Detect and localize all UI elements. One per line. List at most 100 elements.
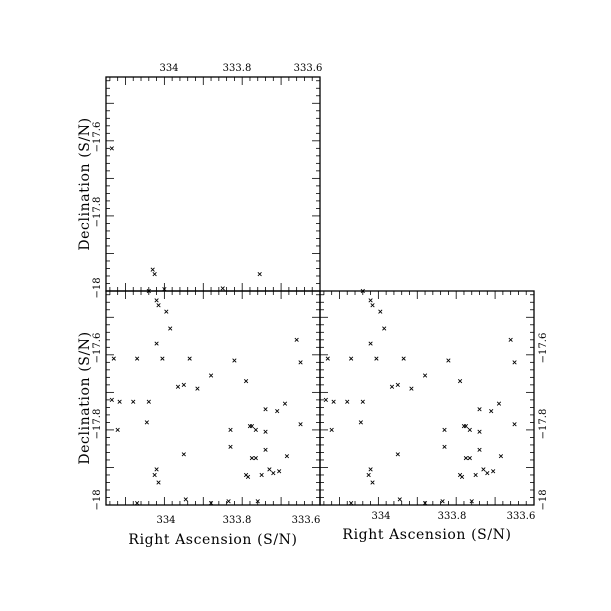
bottom-right-point-2	[370, 303, 375, 308]
bottom-left-ytick-label-0: −18	[92, 489, 103, 510]
bottom-right-point-29	[467, 427, 472, 433]
bottom-left-point-24	[282, 401, 288, 406]
bottom-left-point-5	[154, 341, 159, 346]
top-left-xtick-label-0: 334	[159, 63, 178, 74]
bottom-left-point-26	[115, 427, 120, 433]
bottom-right-point-52	[422, 501, 428, 506]
bottom-left-ytick-label-2: −17.6	[92, 333, 103, 364]
bottom-left-point-18	[109, 397, 114, 402]
bottom-left-point-39	[154, 467, 159, 472]
bottom-right-xtick-label-0: 334	[371, 511, 390, 522]
panel-top-left-ticks	[106, 77, 321, 291]
bottom-right-point-12	[422, 373, 428, 378]
panel-bottom-left: 334 333.8 333.6 −18 −17.8 −17.6 Declinat…	[77, 288, 321, 548]
top-left-point-3	[257, 271, 262, 277]
bottom-right-point-9	[401, 356, 406, 361]
top-left-ytick-label-1: −17.8	[92, 197, 103, 228]
bottom-left-point-51	[135, 501, 140, 506]
bottom-left-point-46	[245, 474, 251, 479]
bottom-right-point-5	[368, 341, 373, 346]
bottom-right-point-33	[442, 444, 447, 449]
bottom-left-point-28	[249, 424, 255, 429]
bottom-right-point-51	[349, 501, 354, 506]
bottom-right-ytick-label-0: −18	[538, 489, 549, 510]
top-left-point-0	[109, 146, 114, 151]
bottom-left-point-2	[156, 303, 161, 308]
bottom-right-xtick-label-1: 333.8	[438, 511, 467, 522]
top-left-ytick-label-2: −17.6	[92, 122, 103, 153]
bottom-left-point-37	[284, 454, 290, 459]
bottom-right-point-16	[409, 386, 414, 391]
bottom-right-point-20	[345, 399, 350, 404]
bottom-left-ytick-label-1: −17.8	[92, 409, 103, 440]
bottom-left-point-31	[263, 429, 268, 434]
bottom-right-point-14	[389, 384, 395, 389]
bottom-left-point-22	[263, 407, 268, 412]
bottom-right-point-13	[457, 378, 463, 384]
bottom-right-point-23	[489, 409, 494, 414]
bottom-left-point-3	[164, 309, 169, 314]
bottom-left-point-7	[111, 356, 116, 361]
bottom-right-point-24	[496, 401, 502, 406]
bottom-right-xlabel: Right Ascension (S/N)	[342, 527, 511, 543]
bottom-right-point-38	[477, 447, 482, 452]
bottom-left-point-17	[294, 337, 299, 342]
bottom-left-point-9	[187, 356, 192, 361]
bottom-right-point-22	[477, 407, 482, 412]
top-left-xtick-label-1: 333.8	[223, 63, 252, 74]
bottom-left-point-30	[228, 427, 233, 433]
top-left-ylabel: Declination (S/N)	[77, 117, 93, 250]
bottom-right-point-31	[477, 429, 482, 434]
bottom-left-point-15	[181, 382, 186, 387]
bottom-right-point-21	[360, 399, 365, 404]
bottom-right-point-34	[395, 452, 400, 457]
bottom-right-ytick-label-1: −17.8	[538, 409, 549, 440]
bottom-right-point-4	[382, 326, 387, 331]
bottom-right-point-46	[459, 474, 465, 479]
bottom-right-point-6	[349, 356, 354, 361]
top-left-point-5	[220, 286, 225, 291]
bottom-left-point-16	[195, 386, 200, 391]
panel-bottom-left-points	[109, 288, 303, 506]
bottom-right-point-0	[360, 288, 365, 294]
bottom-left-point-25	[144, 420, 149, 425]
bottom-left-point-40	[152, 472, 157, 478]
bottom-left-point-32	[298, 422, 303, 427]
bottom-left-point-6	[135, 356, 140, 361]
bottom-left-point-52	[208, 501, 214, 506]
bottom-right-point-30	[442, 427, 447, 433]
bottom-right-point-36	[467, 455, 472, 461]
panel-bottom-right: 334 333.8 333.6 −18 −17.8 −17.6 Right As…	[319, 288, 549, 543]
bottom-left-point-49	[226, 499, 231, 504]
panel-top-left: 334 333.8 333.6 −18 −17.8 −17.6 Declinat…	[77, 63, 322, 299]
bottom-left-point-44	[259, 472, 264, 478]
bottom-right-point-28	[463, 424, 469, 429]
bottom-right-point-7	[325, 356, 330, 361]
bottom-right-point-18	[323, 397, 328, 402]
bottom-left-point-8	[160, 356, 165, 361]
bottom-left-point-43	[277, 469, 282, 474]
bottom-left-xtick-label-0: 334	[156, 515, 175, 526]
panel-bottom-left-frame	[105, 290, 321, 506]
top-left-point-1	[150, 267, 155, 272]
bottom-left-point-35	[249, 455, 255, 461]
bottom-right-point-11	[512, 360, 517, 365]
bottom-left-point-10	[232, 358, 237, 363]
bottom-right-point-37	[498, 454, 504, 459]
bottom-left-point-34	[181, 452, 186, 457]
bottom-left-point-42	[271, 470, 276, 476]
bottom-right-point-17	[508, 337, 513, 342]
bottom-left-point-11	[298, 360, 303, 365]
bottom-left-point-13	[243, 378, 249, 384]
bottom-right-point-39	[368, 467, 373, 472]
bottom-left-point-47	[156, 480, 161, 485]
panel-top-left-points	[109, 146, 262, 292]
bottom-left-point-20	[131, 399, 136, 404]
bottom-left-point-36	[253, 455, 258, 461]
bottom-right-xtick-label-2: 333.6	[507, 511, 536, 522]
bottom-left-point-41	[267, 467, 272, 472]
bottom-right-point-44	[473, 472, 478, 478]
bottom-left-xtick-label-2: 333.6	[292, 515, 321, 526]
bottom-right-point-43	[491, 469, 496, 474]
bottom-left-point-4	[168, 326, 173, 331]
